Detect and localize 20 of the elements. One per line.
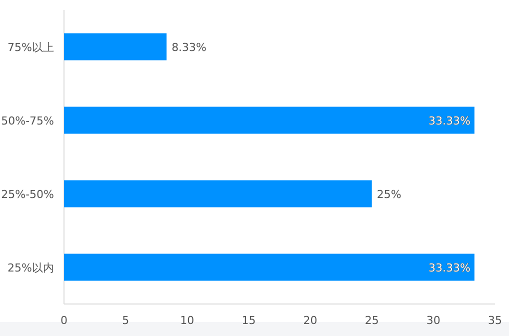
x-tick-label: 30: [426, 314, 440, 327]
x-tick-label: 15: [242, 314, 256, 327]
bar: [64, 180, 372, 208]
x-tick-label: 0: [60, 314, 68, 327]
x-tick-label: 10: [180, 314, 194, 327]
bar: [64, 254, 474, 281]
x-tick-label: 25: [364, 314, 379, 327]
y-tick-label: 75%以上: [8, 40, 54, 54]
x-tick-label: 35: [488, 314, 502, 327]
data-label: 25%: [376, 188, 402, 201]
x-tick-label: 5: [122, 314, 130, 327]
data-label: 8.33%: [172, 40, 207, 54]
x-tick-label: 20: [303, 314, 318, 327]
data-label: 33.33%: [428, 114, 470, 128]
y-tick-label: 25%-50%: [1, 188, 54, 201]
data-label: 33.33%: [428, 261, 470, 274]
y-tick-label: 50%-75%: [1, 114, 54, 128]
bar: [64, 106, 474, 134]
bar: [64, 33, 167, 60]
y-tick-label: 25%以内: [8, 261, 54, 274]
